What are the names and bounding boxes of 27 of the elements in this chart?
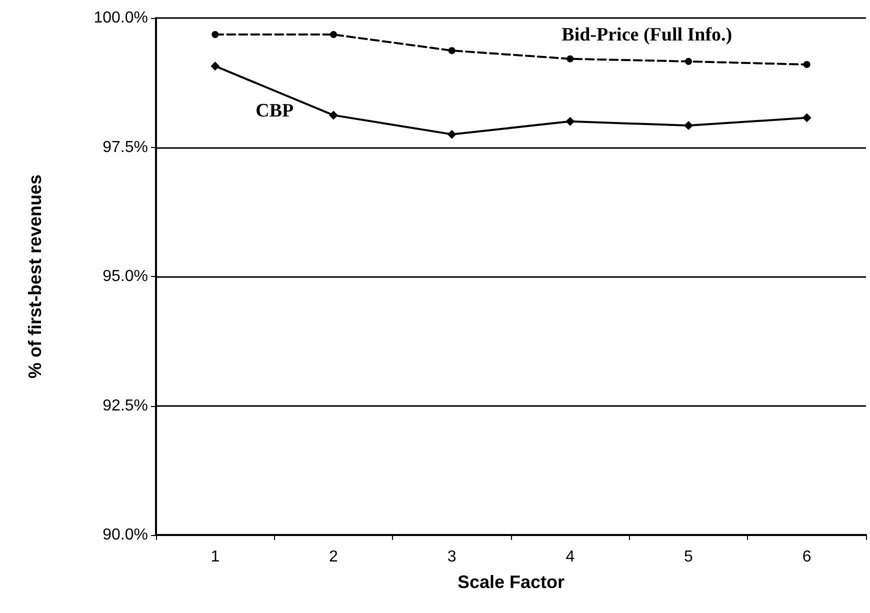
x-tick-label: 5 — [684, 548, 694, 566]
point — [685, 58, 692, 65]
point — [803, 61, 810, 68]
point — [566, 55, 574, 62]
y-tick-label: 100.0% — [94, 10, 148, 26]
y-axis-title: % of first-best revenues — [25, 174, 45, 379]
x-tick-label: 4 — [566, 548, 575, 566]
point — [448, 47, 456, 54]
point — [684, 121, 693, 130]
x-tick-label: 1 — [210, 548, 220, 566]
y-tick-label: 97.5% — [102, 138, 148, 156]
point — [330, 31, 337, 38]
point — [212, 31, 219, 38]
series-label: CBP — [256, 100, 294, 122]
y-tick-label: 92.5% — [102, 397, 148, 414]
x-axis-title: Scale Factor — [457, 572, 565, 592]
point — [210, 62, 220, 71]
x-tick-label: 6 — [802, 548, 812, 566]
y-tick-label: 90.0% — [102, 526, 148, 544]
y-tick-label: 95.0% — [102, 268, 148, 285]
point — [802, 113, 812, 122]
point — [447, 130, 456, 139]
point — [329, 110, 338, 120]
x-tick-label: 3 — [447, 548, 456, 566]
x-tick-label: 2 — [329, 548, 338, 566]
series-label: Bid-Price (Full Info.) — [562, 24, 732, 46]
point — [566, 116, 575, 126]
